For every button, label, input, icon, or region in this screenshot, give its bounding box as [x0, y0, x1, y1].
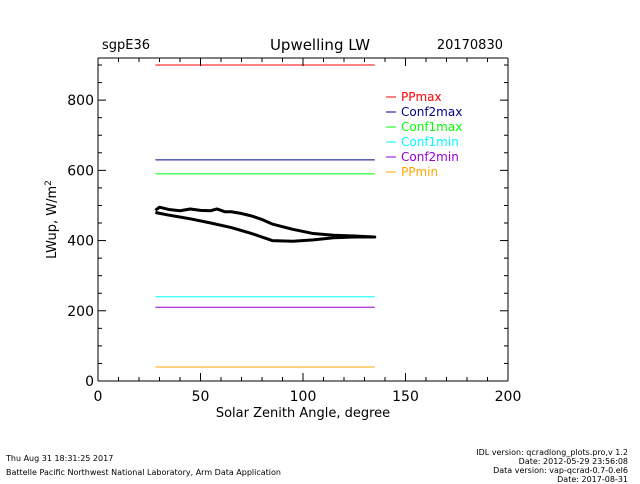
x-axis-label: Solar Zenith Angle, degree [216, 406, 390, 421]
legend-label-conf2max: Conf2max [401, 105, 462, 119]
x-tick-label: 50 [192, 389, 210, 405]
x-tick-label: 0 [94, 389, 103, 405]
axes: 0 50 100 150 200 0 200 400 600 800 Solar Zenith An… [44, 57, 522, 421]
legend-label-conf1min: Conf1min [401, 135, 459, 149]
y-axis-label-superscript: 2 [44, 180, 54, 186]
y-tick-label: 600 [67, 163, 94, 179]
legend: PPmaxConf2maxConf1maxConf1minConf2minPPm… [386, 90, 462, 179]
footer-organization: Battelle Pacific Northwest National Labo… [6, 468, 281, 477]
x-tick-label: 150 [392, 389, 419, 405]
footer-version-line: IDL version: qcradlong_plots.pro,v 1.2 [476, 448, 628, 457]
footer-version-block: IDL version: qcradlong_plots.pro,v 1.2 D… [476, 448, 628, 484]
chart-title: Upwelling LW [269, 36, 371, 54]
legend-label-conf2min: Conf2min [401, 150, 459, 164]
limit-lines [155, 64, 375, 368]
site-label: sgpE36 [102, 38, 151, 53]
footer-timestamp: Thu Aug 31 18:31:25 2017 [6, 454, 114, 463]
data-series-line [154, 205, 377, 243]
x-tick-label: 100 [290, 389, 317, 405]
legend-label-conf1max: Conf1max [401, 120, 462, 134]
y-tick-label: 200 [67, 304, 94, 320]
y-tick-label: 800 [67, 93, 94, 109]
legend-label-ppmin: PPmin [401, 165, 438, 179]
date-label: 20170830 [436, 38, 503, 53]
x-tick-label: 200 [495, 389, 522, 405]
data-series [154, 205, 377, 243]
y-axis-label: LWup, W/m2 [44, 180, 60, 259]
y-tick-label: 0 [85, 374, 94, 390]
footer-version-line: Date: 2012-05-29 23:56:08 [518, 457, 628, 466]
y-tick-label: 400 [67, 234, 94, 250]
footer-version-line: Data version: vap-qcrad-0.7-0.el6 [493, 466, 628, 475]
legend-label-ppmax: PPmax [401, 90, 442, 104]
